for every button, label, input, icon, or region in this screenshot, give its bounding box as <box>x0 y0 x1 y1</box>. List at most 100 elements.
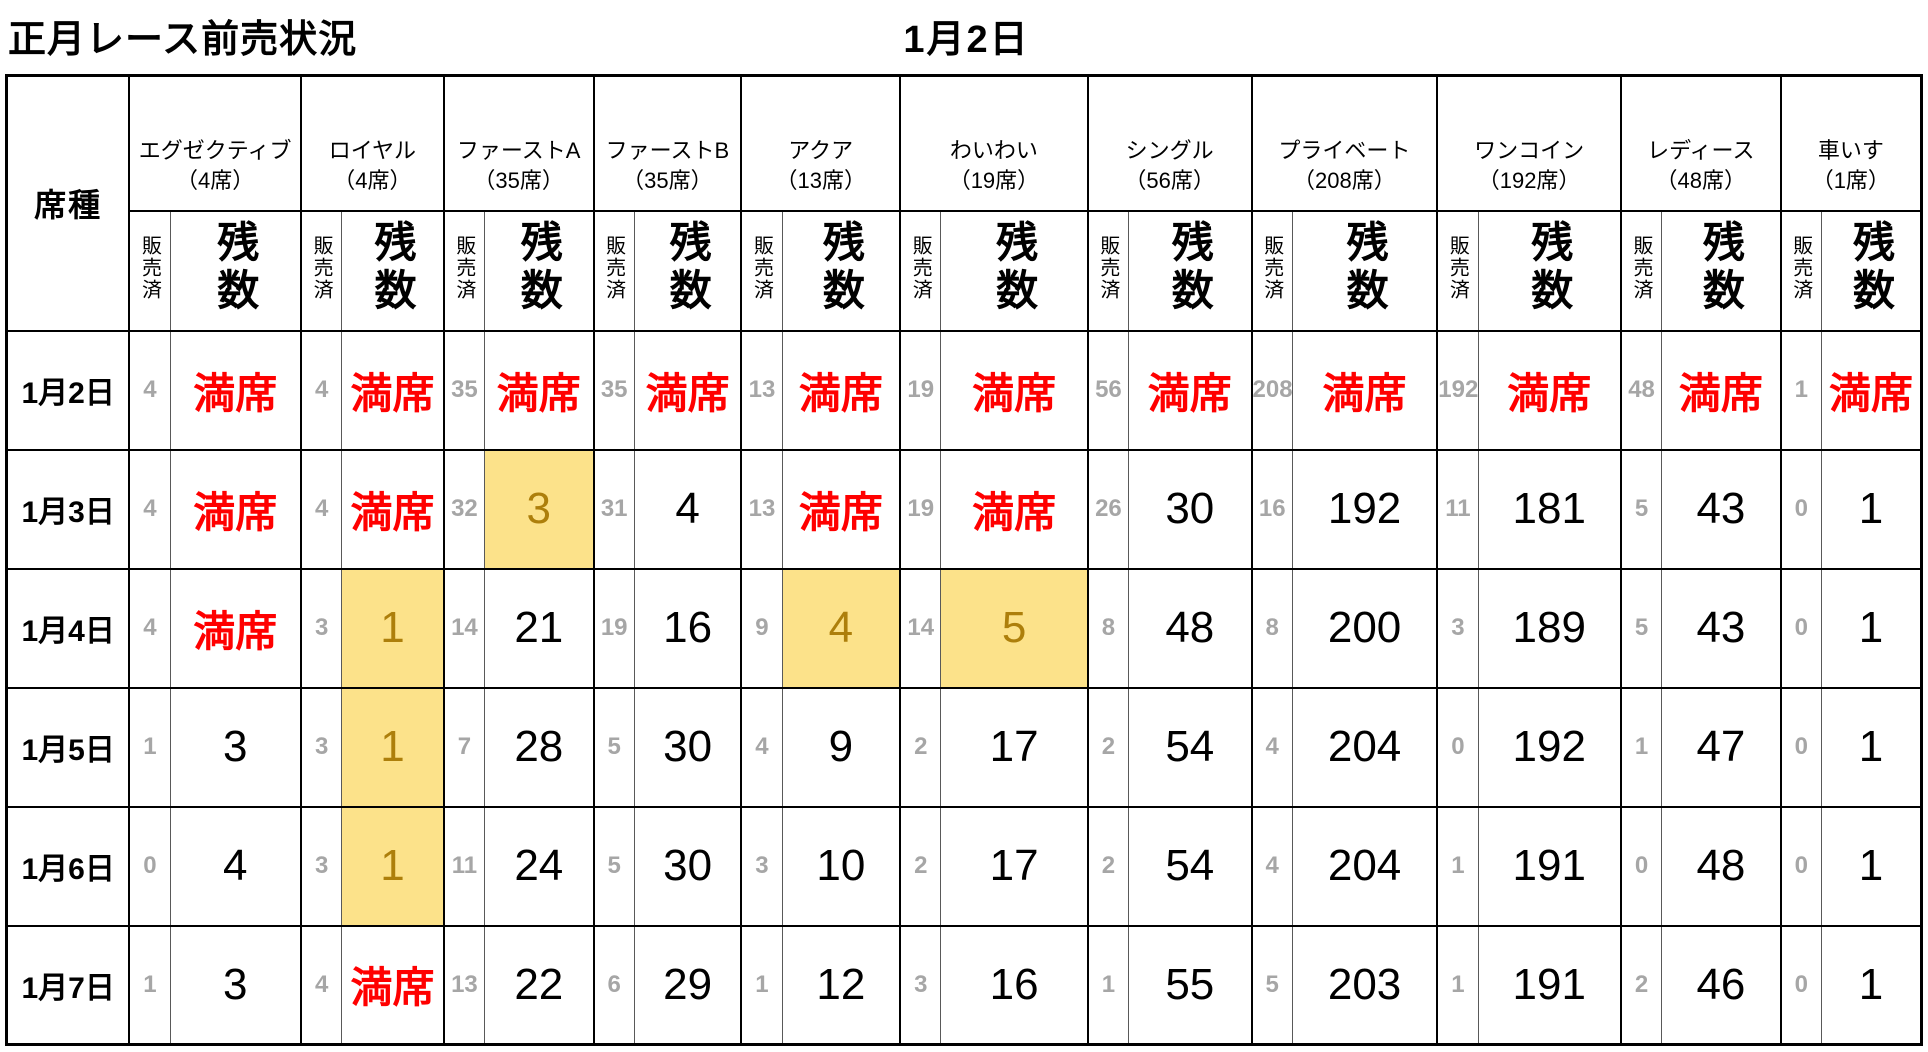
sold-count-cell: 5 <box>1619 567 1663 689</box>
category-capacity: （56席） <box>1124 167 1215 193</box>
sold-subheader-label: 販売済 <box>1096 235 1119 301</box>
category-name: プライベート <box>1278 138 1411 164</box>
remaining-cell-full: 満席 <box>781 329 902 451</box>
category-name: エグゼクティブ <box>138 138 292 164</box>
remaining-cell: 21 <box>484 567 595 689</box>
sold-count-cell: 48 <box>1619 329 1663 451</box>
remaining-cell: 191 <box>1477 924 1622 1046</box>
category-header-8: プライベート （208席） <box>1250 74 1439 212</box>
remaining-cell: 4 <box>169 805 302 927</box>
remaining-subheader-label: 残数 <box>1847 220 1895 316</box>
remaining-cell: 1 <box>341 686 445 808</box>
remaining-cell: 192 <box>1477 686 1622 808</box>
table-row: 1月3日 4 満席 4 満席 32 3 31 4 13 満席 19 満席 26 30 16 192 11 181 5 4… <box>5 448 1923 570</box>
remaining-cell: 191 <box>1477 805 1622 927</box>
sold-subheader: 販売済 <box>740 209 783 332</box>
sold-count-cell: 3 <box>299 805 343 927</box>
sold-count-cell: 31 <box>592 448 635 570</box>
sold-subheader-label: 販売済 <box>1446 235 1469 301</box>
remaining-cell: 48 <box>1661 805 1782 927</box>
remaining-subheader: 残数 <box>484 209 595 332</box>
sold-count-cell: 35 <box>442 329 486 451</box>
sold-count-cell: 192 <box>1436 329 1479 451</box>
remaining-subheader-label: 残数 <box>211 220 259 316</box>
sold-count-cell: 4 <box>128 448 171 570</box>
sold-count-cell: 1 <box>740 924 783 1046</box>
remaining-cell-full: 満席 <box>781 448 902 570</box>
sold-count-cell: 8 <box>1250 567 1293 689</box>
sold-subheader: 販売済 <box>442 209 486 332</box>
category-name: わいわい <box>949 138 1038 164</box>
remaining-cell: 4 <box>633 448 743 570</box>
sold-count-cell: 2 <box>1086 686 1130 808</box>
remaining-subheader-label: 残数 <box>817 220 865 316</box>
page-header: 正月レース前売状況 1月2日 <box>0 0 1928 74</box>
remaining-cell: 192 <box>1291 448 1439 570</box>
sold-subheader: 販売済 <box>1779 209 1822 332</box>
sold-count-cell: 0 <box>1779 448 1822 570</box>
remaining-cell: 16 <box>633 567 743 689</box>
sold-subheader: 販売済 <box>299 209 343 332</box>
category-name: 車いす <box>1817 138 1884 164</box>
sold-count-cell: 208 <box>1250 329 1293 451</box>
sold-count-cell: 9 <box>740 567 783 689</box>
remaining-cell: 46 <box>1661 924 1782 1046</box>
sold-count-cell: 13 <box>740 329 783 451</box>
sold-count-cell: 3 <box>740 805 783 927</box>
sold-count-cell: 3 <box>299 686 343 808</box>
remaining-cell: 9 <box>781 686 902 808</box>
sold-count-cell: 16 <box>1250 448 1293 570</box>
category-capacity: （35席） <box>622 167 713 193</box>
sold-count-cell: 3 <box>299 567 343 689</box>
remaining-cell: 54 <box>1128 805 1253 927</box>
category-capacity: （1席） <box>1811 167 1890 193</box>
sold-count-cell: 4 <box>1250 686 1293 808</box>
remaining-cell-full: 満席 <box>1820 329 1923 451</box>
category-capacity: （48席） <box>1655 167 1746 193</box>
sold-count-cell: 3 <box>899 924 942 1046</box>
remaining-cell-full: 満席 <box>169 567 302 689</box>
remaining-subheader-label: 残数 <box>369 220 417 316</box>
remaining-cell: 28 <box>484 686 595 808</box>
remaining-cell-full: 満席 <box>484 329 595 451</box>
date-cell: 1月6日 <box>5 805 131 927</box>
sold-count-cell: 4 <box>299 448 343 570</box>
remaining-cell-full: 満席 <box>341 924 445 1046</box>
sold-subheader: 販売済 <box>899 209 942 332</box>
sold-count-cell: 1 <box>1436 924 1479 1046</box>
sold-subheader: 販売済 <box>592 209 635 332</box>
date-cell: 1月4日 <box>5 567 131 689</box>
remaining-cell: 43 <box>1661 567 1782 689</box>
table-row: 1月4日 4 満席 3 1 14 21 19 16 9 4 14 5 8 48 8 200 3 189 5 43 0 1 <box>5 567 1923 689</box>
category-name: シングル <box>1125 138 1214 164</box>
sold-count-cell: 1 <box>128 686 171 808</box>
remaining-subheader: 残数 <box>1661 209 1782 332</box>
sold-count-cell: 0 <box>1779 567 1822 689</box>
category-header-6: わいわい （19席） <box>899 74 1089 212</box>
sold-count-cell: 4 <box>128 329 171 451</box>
remaining-subheader: 残数 <box>781 209 902 332</box>
remaining-cell: 204 <box>1291 686 1439 808</box>
remaining-subheader: 残数 <box>1477 209 1622 332</box>
seat-type-header: 席種 <box>5 74 131 332</box>
sold-subheader-label: 販売済 <box>602 235 625 301</box>
category-capacity: （4席） <box>176 167 255 193</box>
remaining-cell-full: 満席 <box>169 329 302 451</box>
remaining-cell: 30 <box>1128 448 1253 570</box>
remaining-cell: 16 <box>940 924 1089 1046</box>
remaining-cell: 1 <box>1820 805 1923 927</box>
sold-count-cell: 4 <box>740 686 783 808</box>
category-capacity: （208席） <box>1293 167 1396 193</box>
remaining-subheader-label: 残数 <box>1341 220 1389 316</box>
date-heading: 1月2日 <box>903 19 1030 61</box>
sold-count-cell: 0 <box>1779 924 1822 1046</box>
remaining-cell-full: 満席 <box>1291 329 1439 451</box>
category-name: アクア <box>788 138 854 164</box>
sold-subheader: 販売済 <box>1436 209 1479 332</box>
remaining-cell: 30 <box>633 805 743 927</box>
remaining-cell-full: 満席 <box>1477 329 1622 451</box>
category-capacity: （4席） <box>333 167 412 193</box>
sold-count-cell: 19 <box>592 567 635 689</box>
category-name: ロイヤル <box>328 138 417 164</box>
sold-count-cell: 19 <box>899 329 942 451</box>
